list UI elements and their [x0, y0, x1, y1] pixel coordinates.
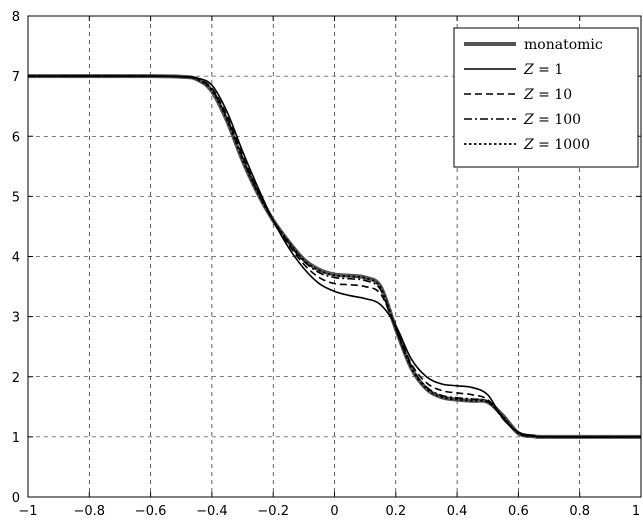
legend-label: Z = 1000	[523, 137, 590, 153]
x-tick-label: 0.6	[508, 504, 529, 519]
x-tick-label: −0.8	[74, 504, 106, 519]
y-tick-label: 4	[12, 251, 20, 266]
legend-label: monatomic	[524, 37, 603, 53]
legend-label: Z = 100	[523, 112, 581, 128]
tick-marks	[27, 15, 642, 498]
grid	[28, 16, 641, 497]
x-tick-label: −0.4	[196, 504, 228, 519]
y-tick-label: 5	[12, 190, 20, 205]
y-tick-label: 3	[12, 311, 20, 326]
legend: monatomic Z = 1 Z = 10 Z = 100 Z = 1000	[453, 27, 639, 168]
y-tick-labels: 0 1 2 3 4 5 6 7 8	[12, 10, 20, 506]
y-tick-label: 1	[12, 431, 20, 446]
x-tick-label: 1	[632, 504, 640, 519]
x-tick-label: 0.8	[569, 504, 590, 519]
x-tick-label: −0.2	[257, 504, 289, 519]
x-tick-label: −1	[18, 504, 37, 519]
y-tick-label: 0	[12, 491, 20, 506]
legend-label: Z = 1	[523, 62, 563, 78]
series-group	[27, 74, 642, 439]
y-tick-label: 6	[12, 130, 20, 145]
legend-label: Z = 10	[523, 87, 572, 103]
x-tick-label: 0.2	[385, 504, 406, 519]
y-tick-label: 8	[12, 10, 20, 25]
x-tick-label: 0	[330, 504, 338, 519]
y-tick-label: 7	[12, 70, 20, 85]
x-tick-labels: −1 −0.8 −0.6 −0.4 −0.2 0 0.2 0.4 0.6 0.8 1	[18, 504, 640, 519]
series-line-z-1000	[27, 75, 642, 438]
x-tick-label: −0.6	[135, 504, 167, 519]
y-tick-label: 2	[12, 371, 20, 386]
x-tick-label: 0.4	[447, 504, 468, 519]
